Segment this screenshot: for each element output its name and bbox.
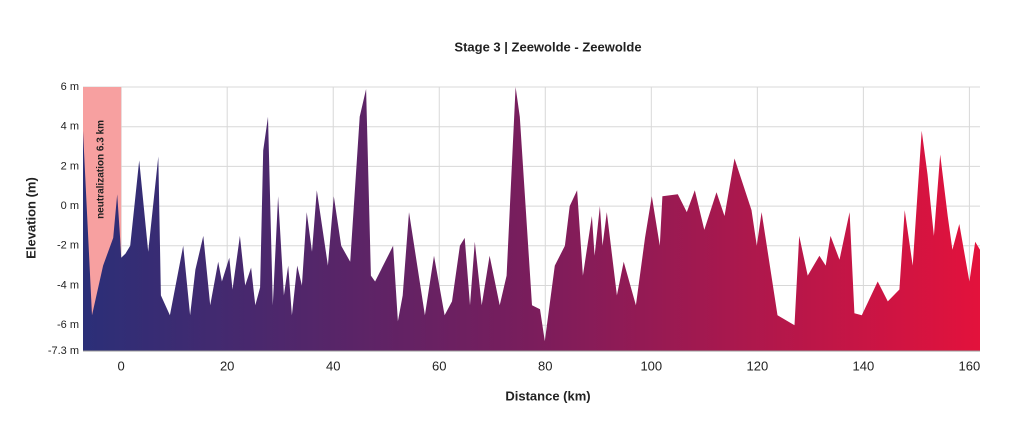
x-tick-label: 40 — [326, 358, 340, 373]
x-tick-label: 120 — [746, 358, 768, 373]
x-tick-label: 160 — [959, 358, 981, 373]
y-tick-label: 4 m — [61, 121, 79, 133]
x-axis-label: Distance (km) — [505, 388, 590, 403]
y-tick-label: -4 m — [57, 279, 79, 291]
x-tick-label: 20 — [220, 358, 234, 373]
y-tick-label: 0 m — [61, 200, 79, 212]
y-axis-label: Elevation (m) — [23, 177, 38, 259]
x-tick-label: 0 — [118, 358, 125, 373]
x-tick-label: 100 — [640, 358, 662, 373]
chart-title: Stage 3 | Zeewolde - Zeewolde — [454, 39, 641, 54]
x-tick-label: 140 — [853, 358, 875, 373]
annotation: neutralization 6.3 km — [96, 120, 107, 219]
y-tick-label: -2 m — [57, 240, 79, 252]
y-tick-label: -6 m — [57, 319, 79, 331]
x-tick-label: 80 — [538, 358, 552, 373]
y-tick-label: -7.3 m — [48, 345, 79, 357]
elevation-area — [83, 87, 980, 351]
y-tick-label: 2 m — [61, 160, 79, 172]
x-tick-label: 60 — [432, 358, 446, 373]
y-tick-label: 6 m — [61, 81, 79, 93]
